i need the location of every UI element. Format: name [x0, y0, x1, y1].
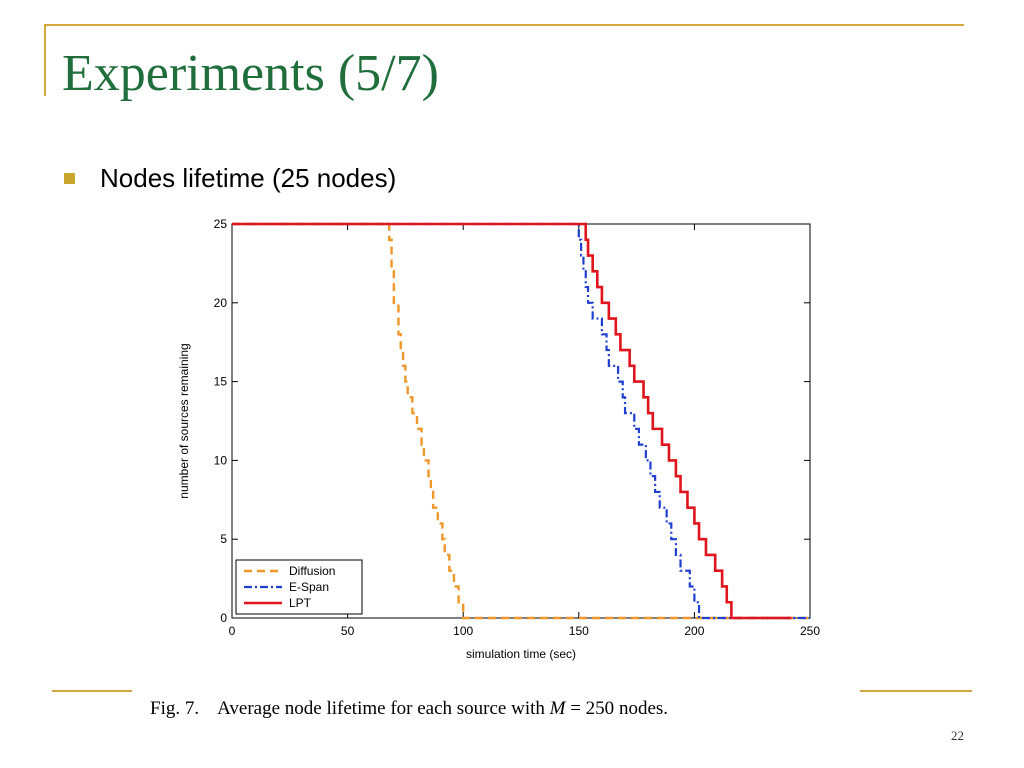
- figure-caption: Fig. 7. Average node lifetime for each so…: [150, 698, 870, 720]
- slide-title: Experiments (5/7): [62, 45, 439, 102]
- caption-suffix: nodes.: [618, 698, 669, 719]
- legend-label-lpt: LPT: [289, 596, 312, 610]
- bottom-right-accent-line: [860, 690, 972, 692]
- caption-equation: = 250: [570, 698, 615, 719]
- series-line-lpt: [232, 222, 792, 620]
- x-tick-label-250: 250: [800, 624, 820, 638]
- y-tick-label-10: 10: [214, 453, 228, 467]
- page-number: 22: [951, 728, 964, 743]
- left-accent-line: [44, 24, 46, 96]
- series-line-diffusion: [232, 222, 810, 620]
- caption-label: Fig. 7.: [150, 698, 200, 719]
- x-tick-label-0: 0: [229, 624, 236, 638]
- y-tick-label-5: 5: [220, 532, 227, 546]
- bullet-text: Nodes lifetime (25 nodes): [100, 162, 397, 193]
- bottom-left-accent-line: [52, 690, 132, 692]
- y-tick-label-25: 25: [214, 217, 228, 231]
- y-tick-label-20: 20: [214, 296, 228, 310]
- x-tick-label-50: 50: [341, 624, 355, 638]
- x-tick-label-100: 100: [453, 624, 473, 638]
- caption-variable: M: [549, 698, 566, 719]
- plot-frame: [231, 223, 811, 619]
- x-tick-label-200: 200: [684, 624, 704, 638]
- bullet-square-icon: [64, 172, 75, 184]
- top-accent-line: [44, 24, 964, 26]
- y-axis-label: number of sources remaining: [177, 343, 191, 498]
- bullet-item: Nodes lifetime (25 nodes): [64, 160, 396, 196]
- x-axis-label: simulation time (sec): [466, 647, 576, 661]
- node-lifetime-chart: 0 50 100 150 200 250 0 5 10 15 20 25 simulation time…: [177, 217, 820, 661]
- x-tick-label-150: 150: [569, 624, 589, 638]
- caption-text: Average node lifetime for each source wi…: [217, 698, 545, 719]
- legend-label-e-span: E-Span: [289, 580, 329, 594]
- y-tick-label-0: 0: [220, 611, 227, 625]
- y-tick-label-15: 15: [214, 375, 228, 389]
- series-line-e-span: [232, 222, 810, 620]
- legend-label-diffusion: Diffusion: [289, 564, 335, 578]
